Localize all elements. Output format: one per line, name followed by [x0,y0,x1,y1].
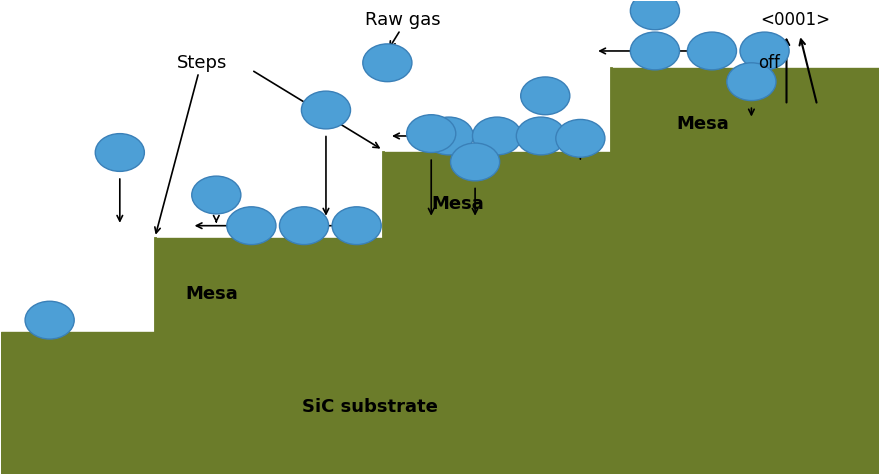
Text: SiC substrate: SiC substrate [302,399,437,417]
Ellipse shape [332,207,381,245]
Text: Mesa: Mesa [677,115,730,133]
Polygon shape [2,332,155,474]
Ellipse shape [556,119,605,157]
Polygon shape [155,238,383,474]
Text: Mesa: Mesa [431,195,484,213]
Ellipse shape [227,207,276,245]
Ellipse shape [473,117,522,155]
Ellipse shape [192,176,241,214]
Ellipse shape [740,32,789,70]
Ellipse shape [363,44,412,82]
Ellipse shape [521,77,570,115]
Text: off: off [758,54,780,72]
Ellipse shape [687,32,737,70]
Ellipse shape [517,117,566,155]
Ellipse shape [451,143,500,181]
Text: Raw gas: Raw gas [365,11,441,29]
Ellipse shape [25,301,74,339]
Polygon shape [611,67,878,474]
Ellipse shape [727,63,776,101]
Ellipse shape [280,207,328,245]
Text: <0001>: <0001> [760,11,831,29]
Ellipse shape [407,115,456,152]
Ellipse shape [301,91,350,129]
Ellipse shape [630,32,679,70]
Polygon shape [383,152,611,474]
Text: Mesa: Mesa [186,285,238,303]
Ellipse shape [630,0,679,30]
Ellipse shape [424,117,473,155]
Text: Steps: Steps [177,54,227,72]
Ellipse shape [95,133,144,171]
